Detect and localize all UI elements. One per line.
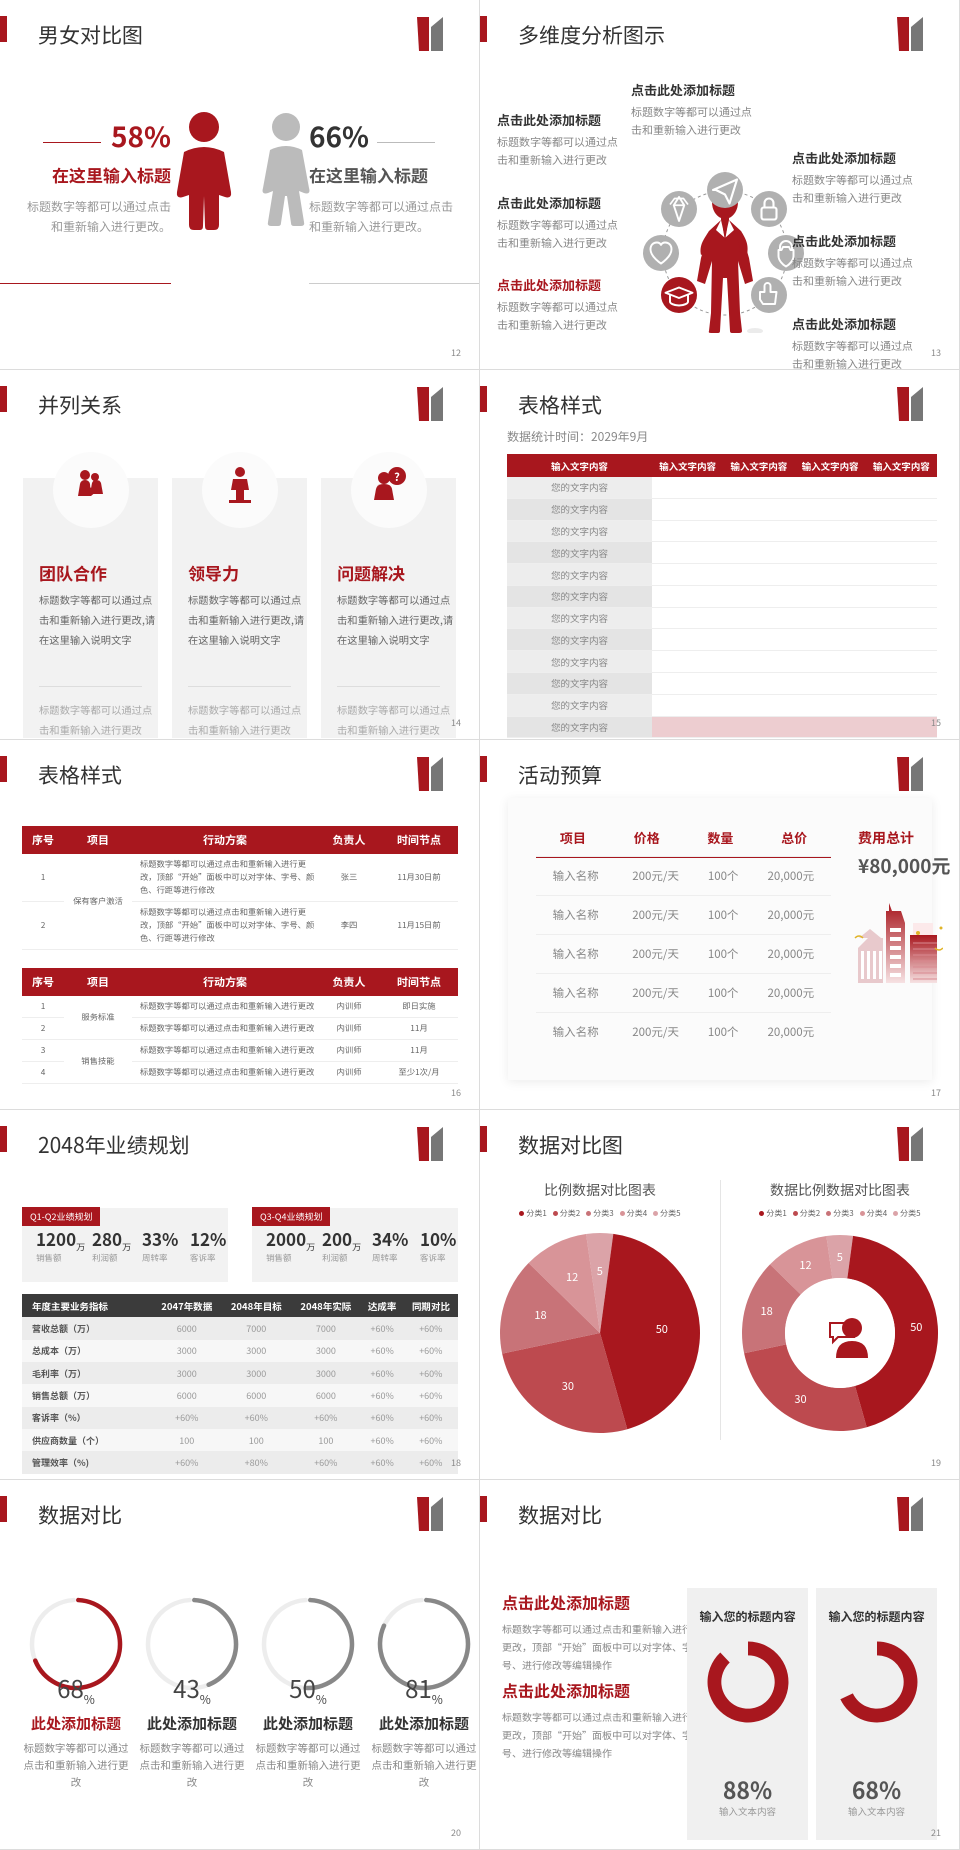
svg-text:12: 12 [799, 1257, 811, 1273]
svg-text:12: 12 [566, 1269, 578, 1285]
svg-text:50: 50 [656, 1321, 668, 1337]
svg-text:30: 30 [562, 1378, 574, 1394]
svg-text:50: 50 [910, 1319, 922, 1335]
svg-text:5: 5 [597, 1263, 603, 1279]
svg-text:30: 30 [794, 1391, 806, 1407]
svg-text:18: 18 [760, 1303, 772, 1319]
svg-text:?: ? [394, 469, 400, 485]
svg-text:18: 18 [534, 1307, 546, 1323]
svg-text:5: 5 [837, 1249, 843, 1265]
